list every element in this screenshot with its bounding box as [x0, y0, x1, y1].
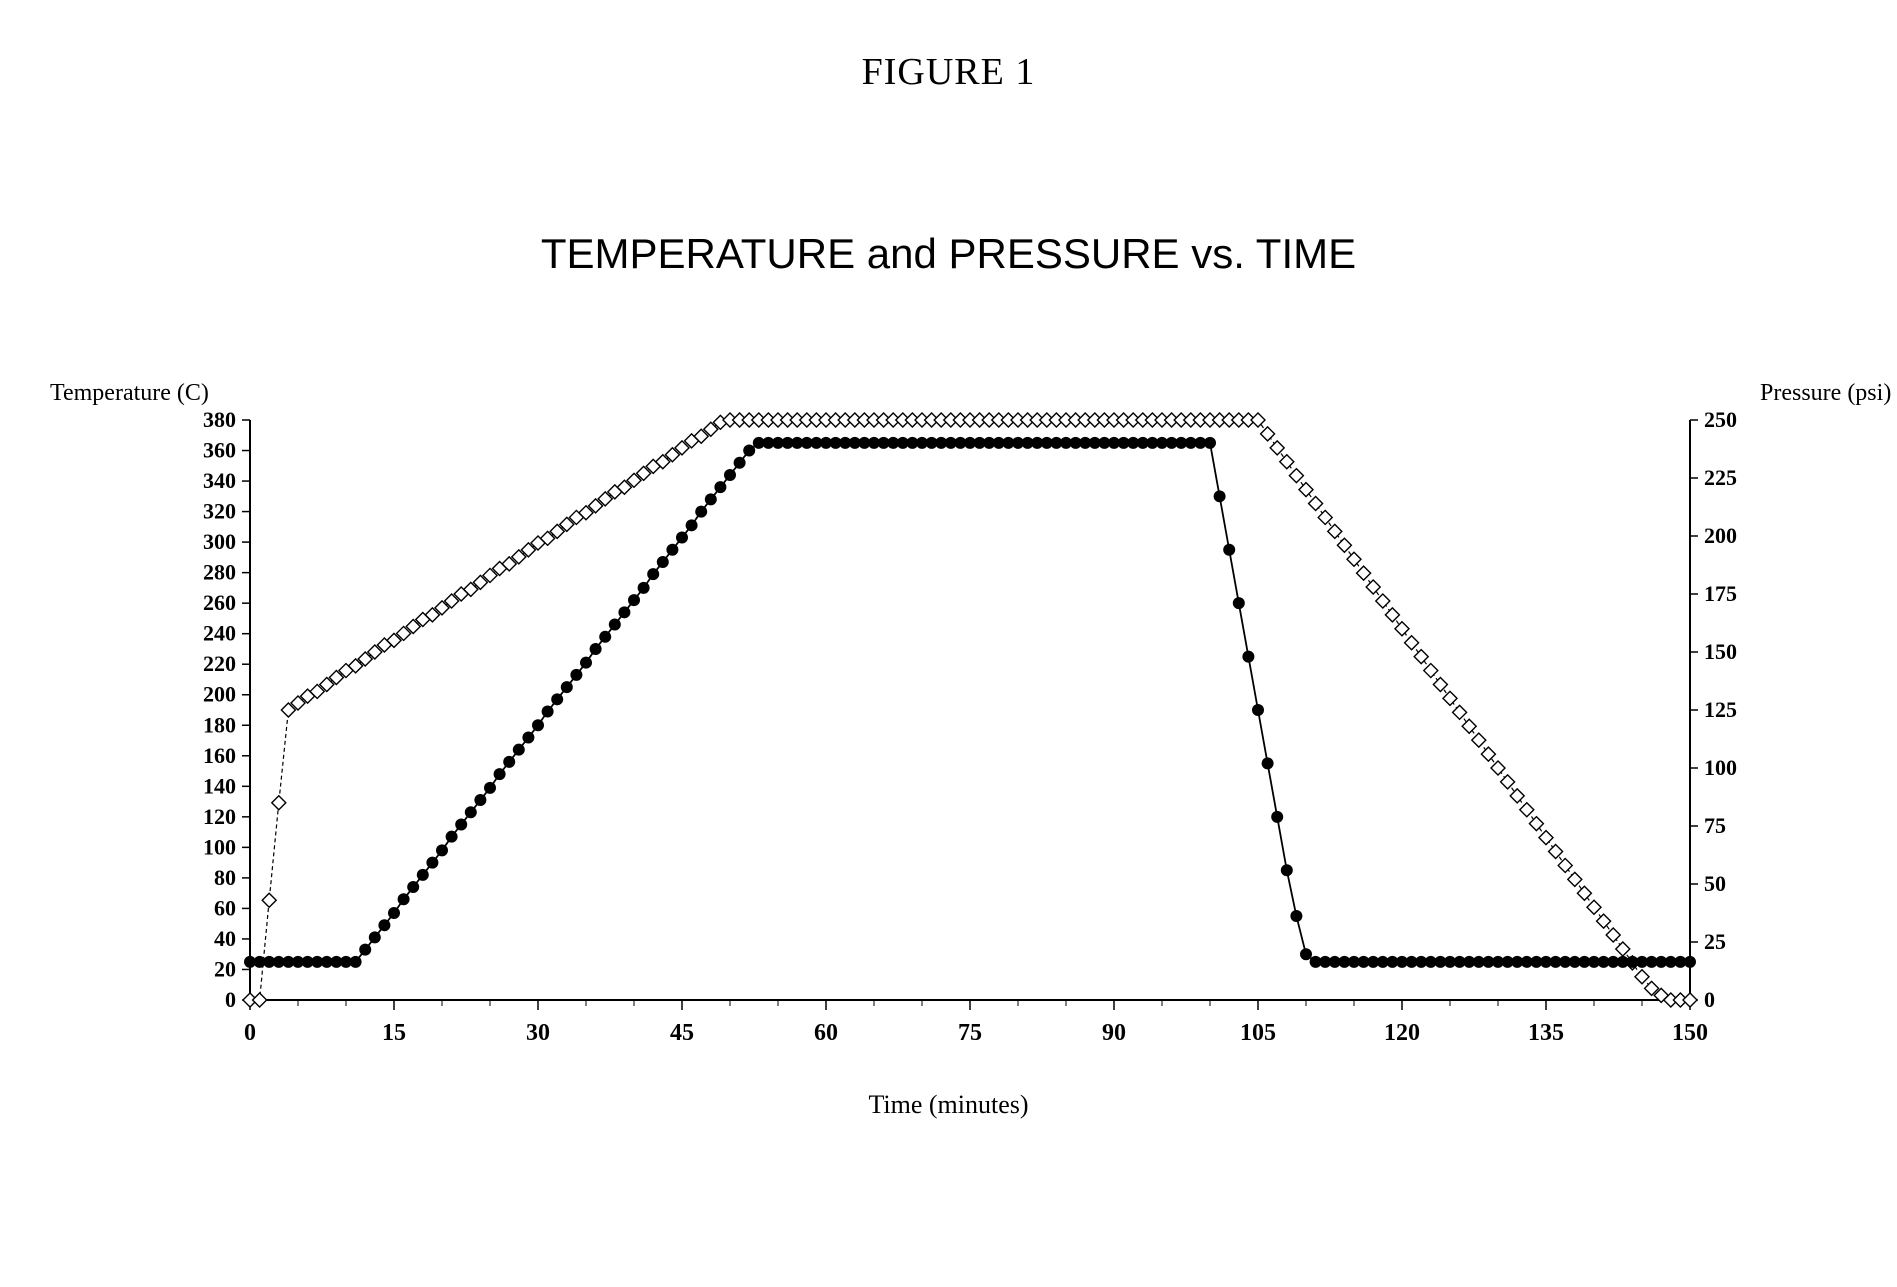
svg-text:320: 320	[203, 499, 236, 524]
svg-text:45: 45	[670, 1020, 694, 1046]
svg-text:100: 100	[203, 834, 236, 859]
svg-text:160: 160	[203, 743, 236, 768]
svg-text:75: 75	[1704, 813, 1726, 838]
svg-text:280: 280	[203, 560, 236, 585]
svg-text:140: 140	[203, 773, 236, 798]
svg-text:340: 340	[203, 468, 236, 493]
svg-text:225: 225	[1704, 465, 1737, 490]
svg-text:50: 50	[1704, 871, 1726, 896]
x-axis-title: Time (minutes)	[0, 1090, 1897, 1120]
svg-text:220: 220	[203, 651, 236, 676]
svg-text:60: 60	[214, 895, 236, 920]
svg-text:180: 180	[203, 712, 236, 737]
svg-text:360: 360	[203, 438, 236, 463]
svg-text:90: 90	[1102, 1020, 1126, 1046]
svg-text:120: 120	[1384, 1020, 1420, 1046]
svg-text:150: 150	[1672, 1020, 1708, 1046]
svg-text:260: 260	[203, 590, 236, 615]
svg-text:105: 105	[1240, 1020, 1276, 1046]
svg-text:150: 150	[1704, 639, 1737, 664]
svg-text:0: 0	[244, 1020, 256, 1046]
svg-text:25: 25	[1704, 929, 1726, 954]
svg-text:0: 0	[225, 987, 236, 1012]
svg-text:60: 60	[814, 1020, 838, 1046]
svg-text:30: 30	[526, 1020, 550, 1046]
page: FIGURE 1 TEMPERATURE and PRESSURE vs. TI…	[0, 0, 1897, 1287]
svg-text:175: 175	[1704, 581, 1737, 606]
svg-text:250: 250	[1704, 407, 1737, 432]
svg-text:0: 0	[1704, 987, 1715, 1012]
svg-text:75: 75	[958, 1020, 982, 1046]
svg-text:300: 300	[203, 529, 236, 554]
svg-text:125: 125	[1704, 697, 1737, 722]
svg-text:120: 120	[203, 804, 236, 829]
svg-text:380: 380	[203, 407, 236, 432]
svg-text:20: 20	[214, 956, 236, 981]
svg-text:80: 80	[214, 865, 236, 890]
svg-text:240: 240	[203, 621, 236, 646]
svg-text:15: 15	[382, 1020, 406, 1046]
svg-text:200: 200	[1704, 523, 1737, 548]
svg-text:40: 40	[214, 926, 236, 951]
svg-text:200: 200	[203, 682, 236, 707]
svg-text:100: 100	[1704, 755, 1737, 780]
svg-text:135: 135	[1528, 1020, 1564, 1046]
